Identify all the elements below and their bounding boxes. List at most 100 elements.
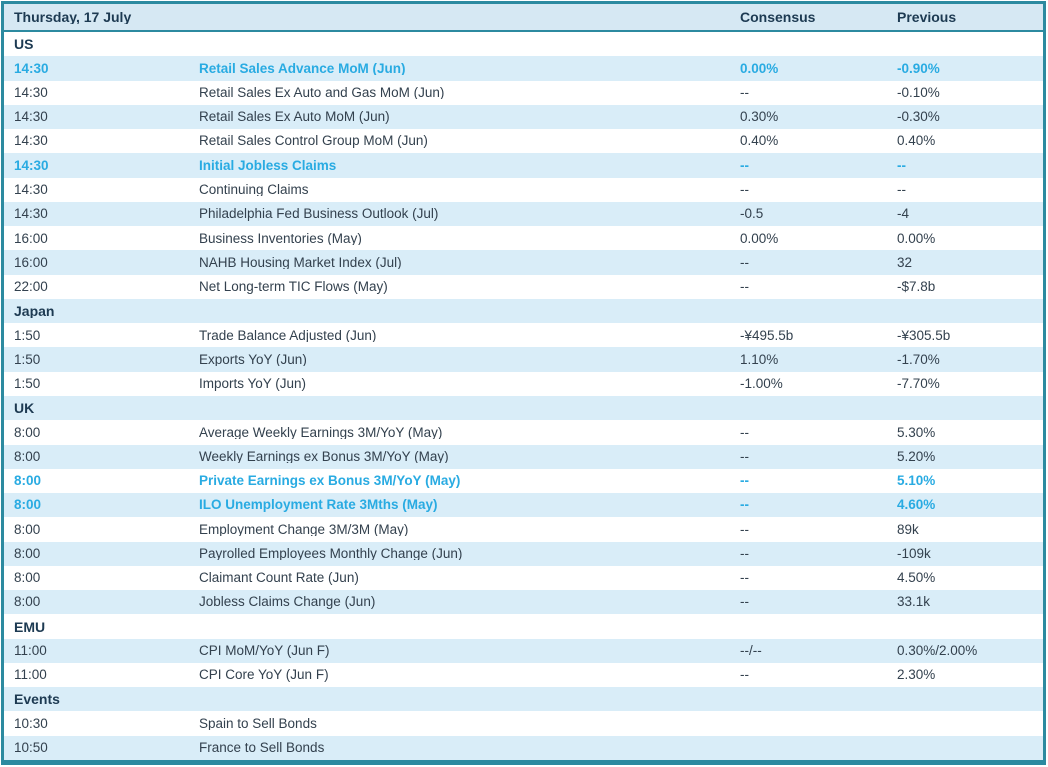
- event-time: 8:00: [14, 571, 41, 585]
- event-previous: -1.70%: [897, 352, 940, 367]
- event-time: 14:30: [14, 134, 48, 148]
- event-time: 14:30: [14, 182, 48, 197]
- event-consensus: -1.00%: [740, 377, 783, 391]
- event-time: 8:00: [14, 546, 41, 561]
- event-name: Continuing Claims: [199, 182, 309, 197]
- event-name: CPI Core YoY (Jun F): [199, 668, 329, 682]
- event-previous: -4: [897, 207, 910, 221]
- event-previous: --: [897, 158, 906, 173]
- event-row: 14:30 Philadelphia Fed Business Outlook (…: [4, 201, 1043, 227]
- section-header-events: Events: [4, 687, 1043, 712]
- event-consensus: 1.10%: [740, 352, 779, 367]
- event-row: 11:00 CPI MoM/YoY (Jun F) --/-- 0.30%/2.00%: [4, 638, 1043, 663]
- event-name: NAHB Housing Market Index (Jul): [199, 255, 402, 270]
- event-name: Employment Change 3M/3M (May): [199, 522, 409, 537]
- event-consensus: 0.30%: [740, 110, 779, 124]
- event-row: 8:00 Jobless Claims Change (Jun) -- 33.1k: [4, 590, 1043, 615]
- event-name: Jobless Claims Change (Jun): [199, 595, 376, 609]
- event-time: 14:30: [14, 207, 48, 221]
- section-name: Japan: [14, 304, 55, 319]
- event-consensus: --: [740, 595, 749, 609]
- event-row: 1:50 Imports YoY (Jun) -1.00% -7.70%: [4, 371, 1043, 396]
- event-time: 16:00: [14, 255, 48, 270]
- event-time: 1:50: [14, 328, 41, 343]
- event-row: 8:00 Weekly Earnings ex Bonus 3M/YoY (May…: [4, 444, 1043, 469]
- event-row: 8:00 ILO Unemployment Rate 3Mths (May) -- 4…: [4, 493, 1043, 518]
- event-time: 1:50: [14, 377, 41, 391]
- event-consensus: --: [740, 280, 749, 294]
- event-row: 1:50 Trade Balance Adjusted (Jun) -¥495.5b…: [4, 323, 1043, 348]
- event-consensus: --: [740, 571, 749, 585]
- table-header-row: Thursday, 17 July Consensus Previous: [4, 4, 1043, 32]
- section-header-emu: EMU: [4, 614, 1043, 639]
- event-name: Weekly Earnings ex Bonus 3M/YoY (May): [199, 449, 449, 464]
- event-consensus: 0.40%: [740, 134, 779, 148]
- event-name: Initial Jobless Claims: [199, 158, 337, 173]
- event-name: France to Sell Bonds: [199, 741, 325, 755]
- event-previous: -0.90%: [897, 61, 940, 76]
- event-name: Claimant Count Rate (Jun): [199, 571, 359, 585]
- event-name: CPI MoM/YoY (Jun F): [199, 644, 330, 658]
- event-time: 10:50: [14, 741, 48, 755]
- event-consensus: --: [740, 546, 749, 561]
- event-consensus: -0.5: [740, 207, 764, 221]
- event-previous: 33.1k: [897, 595, 931, 609]
- event-previous: -0.30%: [897, 110, 940, 124]
- event-consensus: --: [740, 158, 749, 173]
- event-name: ILO Unemployment Rate 3Mths (May): [199, 498, 438, 512]
- event-name: Imports YoY (Jun): [199, 377, 307, 391]
- event-time: 11:00: [14, 668, 47, 682]
- event-time: 14:30: [14, 110, 48, 124]
- event-previous: -0.10%: [897, 85, 940, 100]
- event-name: Exports YoY (Jun): [199, 352, 307, 367]
- header-date: Thursday, 17 July: [14, 10, 132, 24]
- event-consensus: --: [740, 668, 749, 682]
- event-previous: -¥305.5b: [897, 328, 951, 343]
- event-row: 8:00 Average Weekly Earnings 3M/YoY (May)…: [4, 420, 1043, 445]
- event-time: 16:00: [14, 231, 48, 245]
- event-row: 1:50 Exports YoY (Jun) 1.10% -1.70%: [4, 347, 1043, 372]
- event-consensus: 0.00%: [740, 231, 779, 245]
- event-time: 1:50: [14, 352, 41, 367]
- event-consensus: --: [740, 498, 749, 512]
- event-previous: 0.40%: [897, 134, 936, 148]
- event-row: 14:30 Continuing Claims -- --: [4, 177, 1043, 202]
- event-name: Retail Sales Ex Auto MoM (Jun): [199, 110, 390, 124]
- event-previous: -7.70%: [897, 377, 940, 391]
- event-row: 14:30 Retail Sales Control Group MoM (Jun…: [4, 129, 1043, 154]
- event-time: 8:00: [14, 425, 41, 440]
- event-row: 10:30 Spain to Sell Bonds: [4, 711, 1043, 736]
- section-header-us: US: [4, 32, 1043, 57]
- event-time: 14:30: [14, 158, 49, 173]
- event-time: 11:00: [14, 644, 47, 658]
- event-time: 10:30: [14, 716, 48, 731]
- event-row: 14:30 Retail Sales Advance MoM (Jun) 0.00%…: [4, 56, 1043, 81]
- header-previous: Previous: [897, 10, 957, 24]
- section-header-uk: UK: [4, 395, 1043, 421]
- table-body: US 14:30 Retail Sales Advance MoM (Jun) 0.0…: [4, 32, 1043, 760]
- event-consensus: --/--: [740, 644, 762, 658]
- event-consensus: --: [740, 85, 749, 100]
- event-consensus: --: [740, 255, 749, 270]
- section-name: UK: [14, 401, 35, 416]
- event-time: 8:00: [14, 449, 41, 464]
- event-row: 10:50 France to Sell Bonds: [4, 735, 1043, 760]
- event-time: 8:00: [14, 595, 41, 609]
- event-consensus: --: [740, 474, 749, 488]
- event-consensus: --: [740, 182, 749, 197]
- event-previous: 89k: [897, 522, 919, 537]
- event-consensus: -¥495.5b: [740, 328, 794, 343]
- event-previous: 4.60%: [897, 498, 936, 512]
- event-row: 14:30 Initial Jobless Claims -- --: [4, 153, 1043, 178]
- event-previous: 0.00%: [897, 231, 936, 245]
- event-previous: 2.30%: [897, 668, 936, 682]
- header-consensus: Consensus: [740, 10, 816, 24]
- event-row: 16:00 Business Inventories (May) 0.00% 0.00…: [4, 226, 1043, 251]
- event-row: 8:00 Claimant Count Rate (Jun) -- 4.50%: [4, 565, 1043, 591]
- event-row: 8:00 Private Earnings ex Bonus 3M/YoY (Ma…: [4, 468, 1043, 494]
- event-time: 8:00: [14, 522, 41, 537]
- event-previous: 5.10%: [897, 474, 936, 488]
- event-name: Philadelphia Fed Business Outlook (Jul): [199, 207, 439, 221]
- event-row: 11:00 CPI Core YoY (Jun F) -- 2.30%: [4, 662, 1043, 688]
